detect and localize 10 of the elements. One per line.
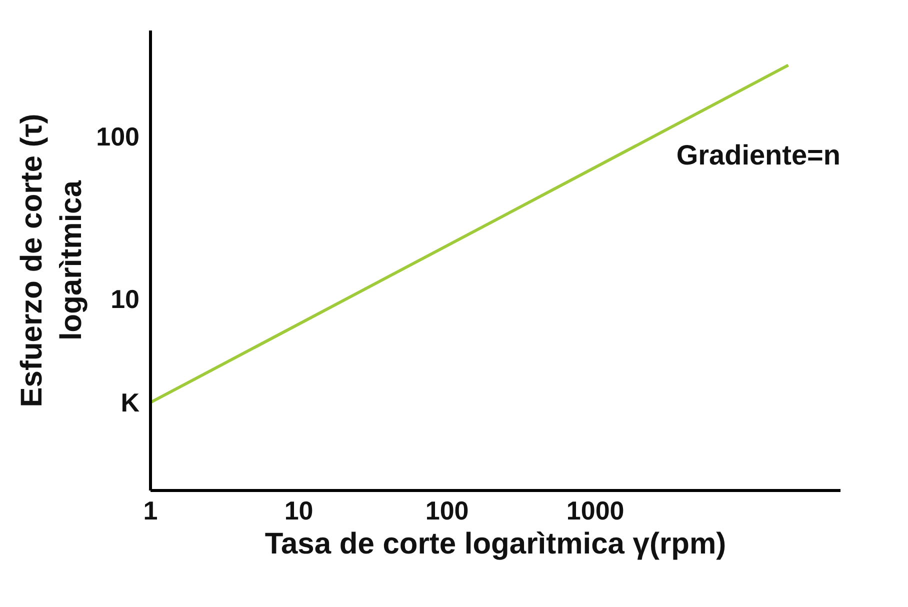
x-axis-title: Tasa de corte logarìtmica γ(rpm) <box>264 528 726 560</box>
x-tick-label: 100 <box>425 496 469 526</box>
y-axis-title: Esfuerzo de corte (τ) logarìtmica <box>16 114 88 408</box>
x-tick-label: 1000 <box>566 496 624 526</box>
annotation: Gradiente=n <box>676 140 841 170</box>
y-tick-label: 10 <box>110 284 140 314</box>
x-tick-label: 1 <box>143 496 158 526</box>
y-tick-label: K <box>120 387 140 418</box>
y-tick-label: 100 <box>96 122 140 152</box>
x-tick-label: 10 <box>284 496 314 526</box>
